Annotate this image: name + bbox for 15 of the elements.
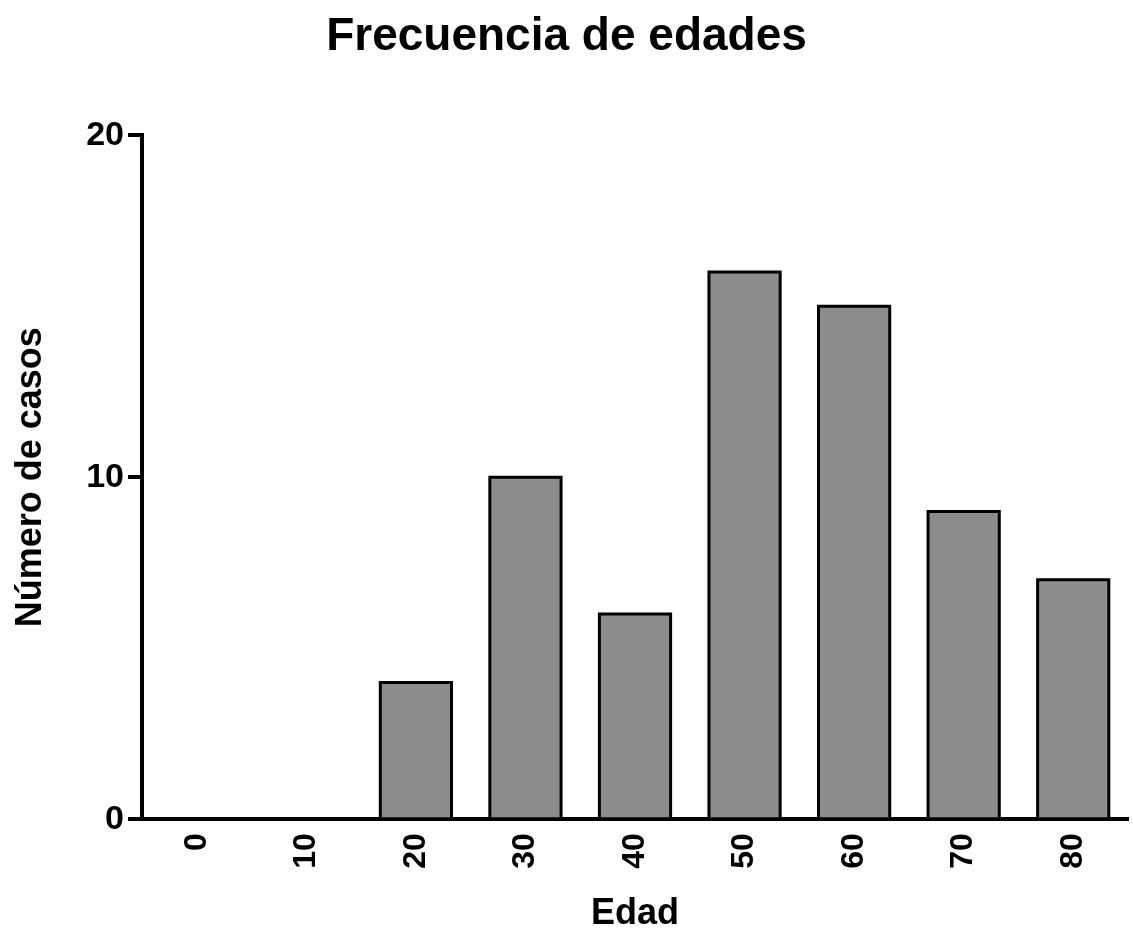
y-tick-label: 0 (105, 797, 125, 836)
chart-title: Frecuencia de edades (326, 8, 807, 61)
x-tick-label: 0 (176, 833, 213, 851)
x-tick-label: 30 (505, 833, 542, 869)
y-tick-label: 20 (86, 113, 125, 152)
x-axis-title: Edad (591, 891, 680, 933)
x-tick-label: 70 (943, 833, 980, 869)
y-tick-label: 10 (86, 455, 125, 494)
x-tick-label: 20 (395, 833, 432, 869)
x-tick-label: 40 (614, 833, 651, 869)
x-tick-label: 80 (1053, 833, 1090, 869)
x-tick-label: 60 (833, 833, 870, 869)
x-tick-label: 10 (286, 833, 323, 869)
x-tick-label: 50 (724, 833, 761, 869)
y-axis-title: Número de casos (7, 327, 49, 628)
